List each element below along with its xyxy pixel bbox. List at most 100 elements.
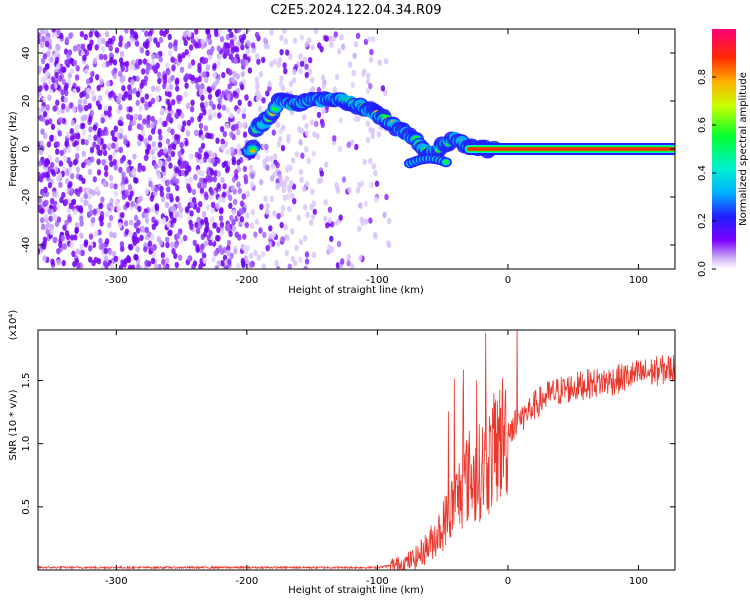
noise-speck — [299, 34, 304, 41]
noise-speck — [100, 117, 105, 124]
noise-speck — [61, 117, 67, 125]
x-tick-label: 100 — [629, 275, 648, 286]
noise-speck — [310, 213, 316, 220]
noise-speck — [259, 203, 264, 210]
noise-speck — [275, 121, 281, 128]
noise-speck — [150, 122, 155, 130]
noise-speck — [200, 94, 205, 102]
noise-speck — [173, 242, 179, 249]
noise-speck — [372, 231, 378, 239]
noise-speck — [304, 180, 310, 188]
noise-speck — [283, 38, 288, 45]
noise-speck — [285, 234, 290, 242]
snr-y-axis-label: SNR (10 * v/v) — [8, 389, 19, 460]
noise-speck — [79, 215, 84, 222]
noise-speck — [194, 42, 199, 49]
noise-speck — [187, 165, 192, 172]
noise-speck — [166, 69, 171, 76]
noise-speck — [119, 241, 125, 248]
noise-speck — [134, 254, 139, 261]
noise-speck — [107, 142, 113, 149]
noise-speck — [299, 127, 305, 135]
noise-speck — [190, 59, 196, 66]
noise-speck — [340, 258, 345, 265]
noise-speck — [290, 228, 295, 235]
noise-speck — [68, 32, 73, 39]
noise-speck — [269, 195, 275, 203]
x-tick-label: 0 — [505, 576, 511, 587]
noise-speck — [245, 212, 250, 219]
noise-speck — [46, 221, 51, 228]
noise-speck — [168, 42, 173, 49]
noise-speck — [135, 99, 140, 107]
noise-speck — [43, 74, 48, 82]
noise-speck — [243, 174, 248, 181]
noise-speck — [108, 154, 113, 161]
noise-speck — [258, 227, 263, 234]
noise-speck — [79, 243, 84, 251]
noise-speck — [41, 105, 46, 113]
noise-speck — [67, 216, 72, 223]
noise-speck — [139, 234, 144, 241]
noise-speck — [210, 216, 215, 223]
noise-speck — [118, 104, 123, 111]
noise-speck — [89, 39, 94, 46]
noise-speck — [92, 176, 98, 183]
noise-speck — [128, 244, 134, 251]
noise-speck — [73, 234, 78, 241]
noise-speck — [251, 47, 256, 54]
noise-speck — [195, 227, 201, 235]
noise-speck — [281, 124, 286, 131]
noise-speck — [133, 113, 139, 121]
y-tick-label: 0.5 — [21, 499, 32, 515]
noise-speck — [164, 29, 169, 35]
noise-speck — [231, 156, 236, 163]
noise-speck — [76, 262, 81, 269]
noise-speck — [103, 164, 109, 172]
noise-speck — [58, 117, 63, 124]
noise-speck — [218, 215, 224, 222]
noise-speck — [95, 74, 100, 81]
noise-speck — [58, 75, 63, 82]
noise-speck — [70, 119, 75, 127]
noise-speck — [382, 211, 387, 219]
noise-speck — [308, 57, 313, 64]
noise-speck — [87, 103, 92, 110]
noise-speck — [99, 53, 104, 60]
noise-speck — [245, 264, 250, 269]
noise-speck — [155, 52, 160, 59]
noise-speck — [159, 190, 165, 198]
noise-speck — [81, 161, 86, 169]
y-tick-label: 1.5 — [21, 373, 32, 389]
noise-speck — [335, 262, 341, 269]
noise-speck — [72, 59, 78, 67]
noise-speck — [272, 153, 278, 160]
noise-speck — [160, 107, 165, 115]
noise-speck — [80, 249, 85, 257]
noise-speck — [256, 153, 261, 160]
noise-speck — [365, 136, 371, 144]
noise-speck — [166, 186, 171, 193]
noise-speck — [135, 237, 140, 244]
spectrogram-x-ticks: -300 -200 -100 0 100 — [105, 29, 648, 286]
noise-speck — [191, 188, 197, 196]
noise-speck — [95, 144, 101, 151]
noise-speck — [303, 204, 308, 211]
noise-speck — [47, 208, 52, 215]
noise-speck — [236, 129, 241, 136]
noise-speck — [187, 255, 192, 262]
noise-speck — [139, 82, 144, 89]
noise-speck — [61, 191, 66, 199]
noise-speck — [84, 68, 89, 75]
noise-speck — [174, 112, 180, 120]
noise-speck — [182, 31, 188, 38]
noise-speck — [188, 176, 193, 184]
noise-speck — [314, 120, 319, 128]
noise-speck — [165, 241, 170, 249]
noise-speck — [150, 257, 156, 265]
noise-speck — [357, 225, 362, 232]
noise-speck — [156, 173, 162, 180]
noise-speck — [236, 143, 241, 151]
noise-speck — [125, 201, 130, 208]
noise-speck — [84, 49, 90, 57]
